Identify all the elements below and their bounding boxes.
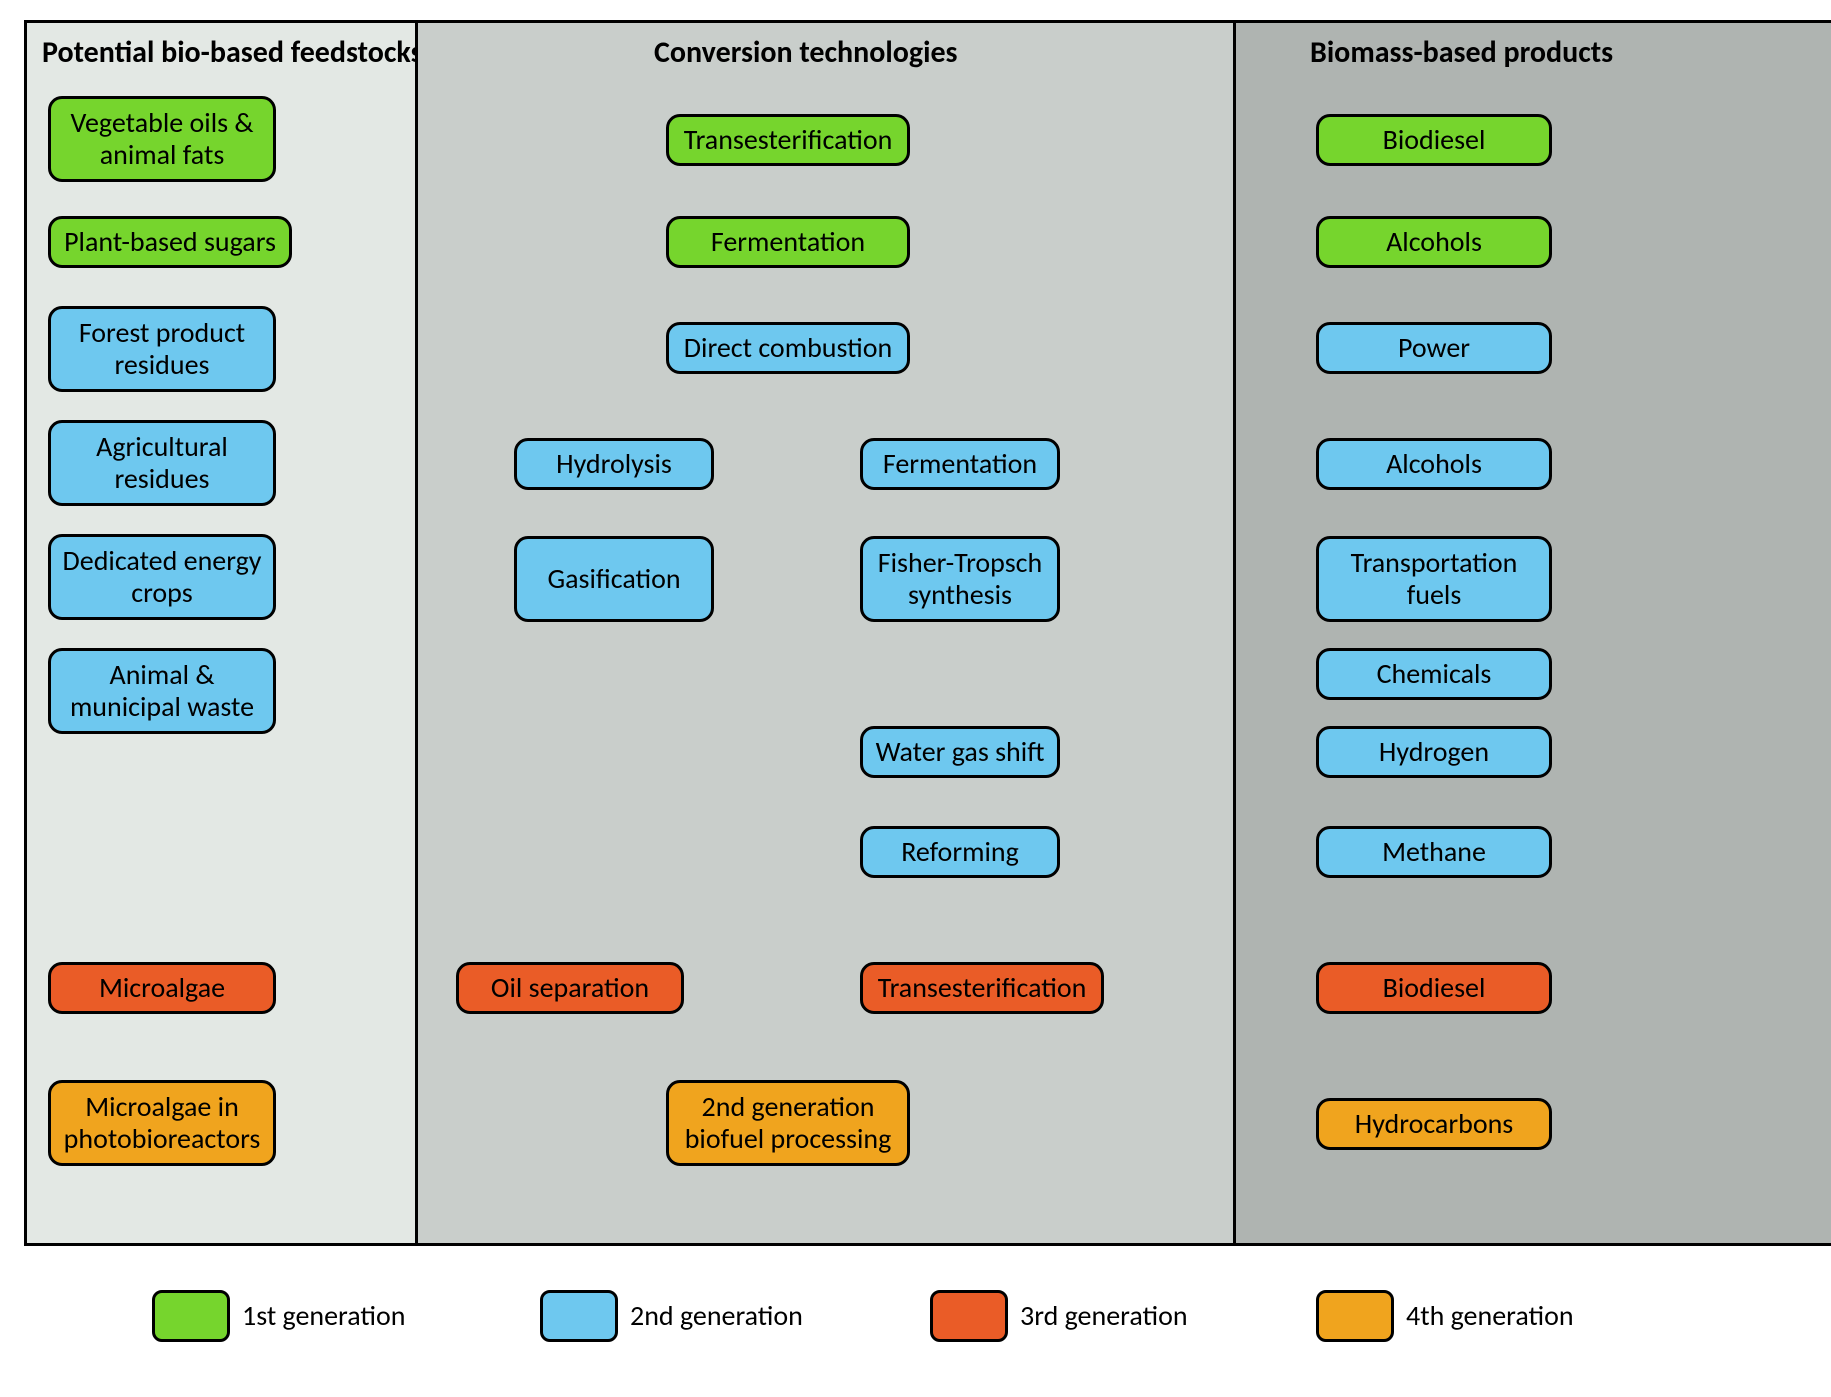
node-label: Oil separation <box>491 972 649 1004</box>
node-label: Alcohols <box>1386 448 1482 480</box>
node-alcohols2: Alcohols <box>1316 438 1552 490</box>
node-water_gas: Water gas shift <box>860 726 1060 778</box>
node-agri: Agricultural residues <box>48 420 276 506</box>
node-label: Biodiesel <box>1383 972 1486 1004</box>
node-animal_waste: Animal & municipal waste <box>48 648 276 734</box>
node-label: Microalgae in photobioreactors <box>61 1091 263 1155</box>
column-title: Conversion technologies <box>654 34 958 71</box>
column-title: Biomass-based products <box>1310 34 1613 71</box>
node-label: Hydrolysis <box>556 448 672 480</box>
node-label: Animal & municipal waste <box>61 659 263 723</box>
legend-label: 2nd generation <box>630 1298 803 1333</box>
node-microalgae: Microalgae <box>48 962 276 1014</box>
node-plant_sugars: Plant-based sugars <box>48 216 292 268</box>
node-biodiesel1: Biodiesel <box>1316 114 1552 166</box>
node-label: Water gas shift <box>876 736 1045 768</box>
node-energy_crops: Dedicated energy crops <box>48 534 276 620</box>
node-label: Forest product residues <box>61 317 263 381</box>
column-col1 <box>24 20 415 1246</box>
node-power: Power <box>1316 322 1552 374</box>
column-col3 <box>1233 20 1831 1246</box>
node-label: Hydrogen <box>1379 736 1489 768</box>
node-label: Transportation fuels <box>1329 547 1539 611</box>
node-transport: Transportation fuels <box>1316 536 1552 622</box>
legend-swatch-gen1 <box>152 1290 230 1342</box>
node-label: Microalgae <box>99 972 225 1004</box>
node-biodiesel3: Biodiesel <box>1316 962 1552 1014</box>
flowchart-canvas: Potential bio-based feedstocks Conversion… <box>20 20 1831 1377</box>
node-chemicals: Chemicals <box>1316 648 1552 700</box>
node-label: Transesterification <box>684 124 893 156</box>
node-ferment1: Fermentation <box>666 216 910 268</box>
node-reforming: Reforming <box>860 826 1060 878</box>
node-label: Fermentation <box>883 448 1037 480</box>
node-methane: Methane <box>1316 826 1552 878</box>
node-gasification: Gasification <box>514 536 714 622</box>
node-label: Reforming <box>901 836 1019 868</box>
legend-swatch-gen4 <box>1316 1290 1394 1342</box>
node-transest3: Transesterification <box>860 962 1104 1014</box>
node-transest1: Transesterification <box>666 114 910 166</box>
node-gen2biofuel: 2nd generation biofuel processing <box>666 1080 910 1166</box>
node-label: Transesterification <box>878 972 1087 1004</box>
node-hydrogen: Hydrogen <box>1316 726 1552 778</box>
node-label: Hydrocarbons <box>1355 1108 1514 1140</box>
node-oil_sep: Oil separation <box>456 962 684 1014</box>
node-label: Agricultural residues <box>61 431 263 495</box>
node-fisher: Fisher-Tropsch synthesis <box>860 536 1060 622</box>
node-alcohols1: Alcohols <box>1316 216 1552 268</box>
node-label: Alcohols <box>1386 226 1482 258</box>
legend-swatch-gen3 <box>930 1290 1008 1342</box>
node-label: Plant-based sugars <box>64 226 276 258</box>
node-hydrolysis: Hydrolysis <box>514 438 714 490</box>
legend-label: 4th generation <box>1406 1298 1574 1333</box>
node-label: Fermentation <box>711 226 865 258</box>
node-label: Direct combustion <box>684 332 892 364</box>
node-label: Power <box>1398 332 1470 364</box>
node-direct_comb: Direct combustion <box>666 322 910 374</box>
node-label: Biodiesel <box>1383 124 1486 156</box>
legend-swatch-gen2 <box>540 1290 618 1342</box>
node-label: Gasification <box>547 563 680 595</box>
node-forest: Forest product residues <box>48 306 276 392</box>
node-label: Dedicated energy crops <box>61 545 263 609</box>
column-col2 <box>415 20 1233 1246</box>
node-label: Fisher-Tropsch synthesis <box>873 547 1047 611</box>
node-ferment2: Fermentation <box>860 438 1060 490</box>
node-hydrocarbons: Hydrocarbons <box>1316 1098 1552 1150</box>
node-photobio: Microalgae in photobioreactors <box>48 1080 276 1166</box>
node-label: Methane <box>1382 836 1486 868</box>
node-label: Chemicals <box>1377 658 1492 690</box>
legend-label: 1st generation <box>242 1298 405 1333</box>
node-label: 2nd generation biofuel processing <box>679 1091 897 1155</box>
node-label: Vegetable oils & animal fats <box>61 107 263 171</box>
node-veg_oils: Vegetable oils & animal fats <box>48 96 276 182</box>
column-title: Potential bio-based feedstocks <box>42 34 423 71</box>
legend-label: 3rd generation <box>1020 1298 1188 1333</box>
